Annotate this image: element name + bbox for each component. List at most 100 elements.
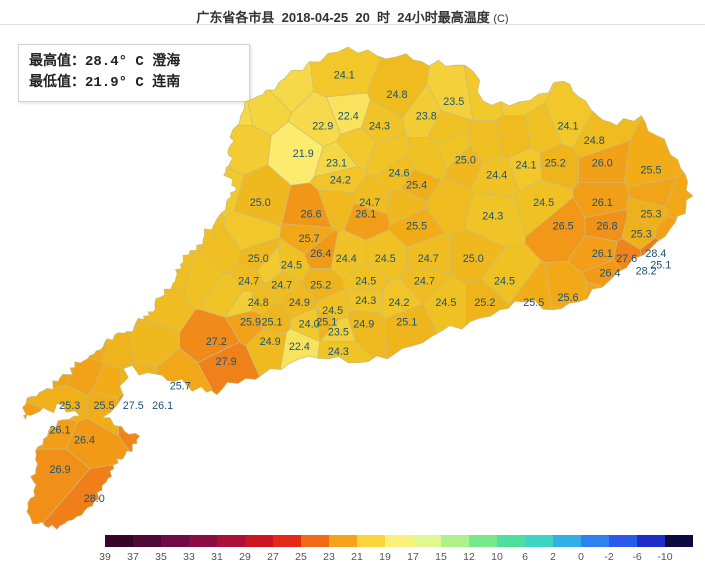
- svg-text:25.2: 25.2: [310, 279, 331, 291]
- svg-text:26.1: 26.1: [49, 425, 70, 437]
- svg-text:37: 37: [127, 551, 139, 563]
- svg-text:24.3: 24.3: [482, 211, 503, 223]
- svg-text:22.4: 22.4: [289, 341, 310, 353]
- svg-text:22.4: 22.4: [338, 111, 359, 123]
- svg-text:24.7: 24.7: [271, 279, 292, 291]
- svg-text:26.4: 26.4: [310, 248, 331, 260]
- svg-text:6: 6: [522, 551, 528, 563]
- svg-text:26.1: 26.1: [355, 209, 376, 221]
- svg-text:35: 35: [155, 551, 167, 563]
- svg-text:19: 19: [379, 551, 391, 563]
- svg-text:25.5: 25.5: [406, 221, 427, 233]
- svg-text:24.5: 24.5: [322, 305, 343, 317]
- svg-text:23.8: 23.8: [416, 111, 437, 123]
- svg-text:24.3: 24.3: [328, 346, 349, 358]
- svg-text:-6: -6: [632, 551, 641, 563]
- svg-text:26.8: 26.8: [596, 221, 617, 233]
- svg-text:24.9: 24.9: [353, 319, 374, 331]
- svg-text:27.5: 27.5: [123, 400, 144, 412]
- svg-text:25.1: 25.1: [396, 317, 417, 329]
- svg-text:26.4: 26.4: [599, 268, 620, 280]
- svg-text:24.9: 24.9: [289, 297, 310, 309]
- svg-text:17: 17: [407, 551, 419, 563]
- svg-text:24.5: 24.5: [281, 260, 302, 272]
- svg-text:25.0: 25.0: [463, 253, 484, 265]
- svg-text:25.3: 25.3: [631, 228, 652, 240]
- svg-text:29: 29: [239, 551, 251, 563]
- svg-text:26.0: 26.0: [592, 158, 613, 170]
- svg-text:25.9: 25.9: [240, 317, 261, 329]
- svg-text:21: 21: [351, 551, 363, 563]
- svg-text:28.4: 28.4: [645, 248, 666, 260]
- svg-text:25: 25: [295, 551, 307, 563]
- svg-text:25.0: 25.0: [248, 253, 269, 265]
- svg-text:24.2: 24.2: [330, 174, 351, 186]
- svg-text:24.7: 24.7: [238, 275, 259, 287]
- svg-text:24.1: 24.1: [557, 120, 578, 132]
- svg-text:21.9: 21.9: [293, 148, 314, 160]
- svg-text:24.3: 24.3: [369, 120, 390, 132]
- svg-text:24.5: 24.5: [355, 275, 376, 287]
- svg-text:26.1: 26.1: [592, 248, 613, 260]
- svg-text:24.7: 24.7: [414, 275, 435, 287]
- svg-text:31: 31: [211, 551, 223, 563]
- svg-text:25.7: 25.7: [299, 233, 320, 245]
- svg-text:24.9: 24.9: [260, 336, 281, 348]
- svg-text:2: 2: [550, 551, 556, 563]
- svg-text:24.5: 24.5: [375, 253, 396, 265]
- svg-text:24.4: 24.4: [486, 169, 507, 181]
- svg-text:24.2: 24.2: [388, 297, 409, 309]
- svg-text:25.3: 25.3: [640, 209, 661, 221]
- svg-text:25.6: 25.6: [557, 292, 578, 304]
- svg-text:28.2: 28.2: [636, 266, 657, 278]
- svg-text:25.7: 25.7: [170, 380, 191, 392]
- svg-text:25.2: 25.2: [545, 158, 566, 170]
- svg-text:39: 39: [99, 551, 111, 563]
- svg-text:24.5: 24.5: [435, 297, 456, 309]
- svg-text:27.2: 27.2: [206, 336, 227, 348]
- svg-text:27: 27: [267, 551, 279, 563]
- svg-text:26.9: 26.9: [49, 464, 70, 476]
- svg-text:24.5: 24.5: [494, 275, 515, 287]
- svg-text:25.0: 25.0: [250, 197, 271, 209]
- svg-text:26.6: 26.6: [301, 209, 322, 221]
- svg-text:22.9: 22.9: [312, 120, 333, 132]
- svg-text:-10: -10: [657, 551, 672, 563]
- svg-text:25.5: 25.5: [93, 400, 114, 412]
- svg-text:24.1: 24.1: [515, 160, 536, 172]
- svg-text:24.4: 24.4: [336, 253, 357, 265]
- svg-text:27.9: 27.9: [216, 356, 237, 368]
- svg-text:23.5: 23.5: [443, 96, 464, 108]
- svg-text:24.8: 24.8: [248, 297, 269, 309]
- svg-text:25.1: 25.1: [261, 317, 282, 329]
- svg-text:33: 33: [183, 551, 195, 563]
- svg-text:25.5: 25.5: [523, 297, 544, 309]
- svg-text:28.0: 28.0: [84, 493, 105, 505]
- svg-text:27.6: 27.6: [616, 253, 637, 265]
- svg-text:25.5: 25.5: [640, 165, 661, 177]
- svg-text:24.8: 24.8: [386, 89, 407, 101]
- svg-text:25.4: 25.4: [406, 179, 427, 191]
- svg-text:25.1: 25.1: [316, 317, 337, 329]
- svg-text:24.6: 24.6: [388, 168, 409, 180]
- svg-text:23.1: 23.1: [326, 158, 347, 170]
- svg-text:24.3: 24.3: [355, 295, 376, 307]
- svg-text:24.1: 24.1: [334, 69, 355, 81]
- svg-text:26.1: 26.1: [152, 400, 173, 412]
- svg-text:0: 0: [578, 551, 584, 563]
- svg-text:24.7: 24.7: [418, 253, 439, 265]
- svg-text:15: 15: [435, 551, 447, 563]
- svg-text:24.5: 24.5: [533, 197, 554, 209]
- svg-text:25.2: 25.2: [474, 297, 495, 309]
- svg-text:26.5: 26.5: [553, 221, 574, 233]
- svg-text:26.4: 26.4: [74, 434, 95, 446]
- svg-text:-2: -2: [604, 551, 613, 563]
- svg-text:24.7: 24.7: [359, 197, 380, 209]
- svg-text:26.1: 26.1: [592, 197, 613, 209]
- svg-text:24.8: 24.8: [584, 135, 605, 147]
- svg-text:25.3: 25.3: [59, 400, 80, 412]
- svg-text:12: 12: [463, 551, 475, 563]
- svg-text:23: 23: [323, 551, 335, 563]
- svg-text:10: 10: [491, 551, 503, 563]
- svg-text:25.0: 25.0: [455, 155, 476, 167]
